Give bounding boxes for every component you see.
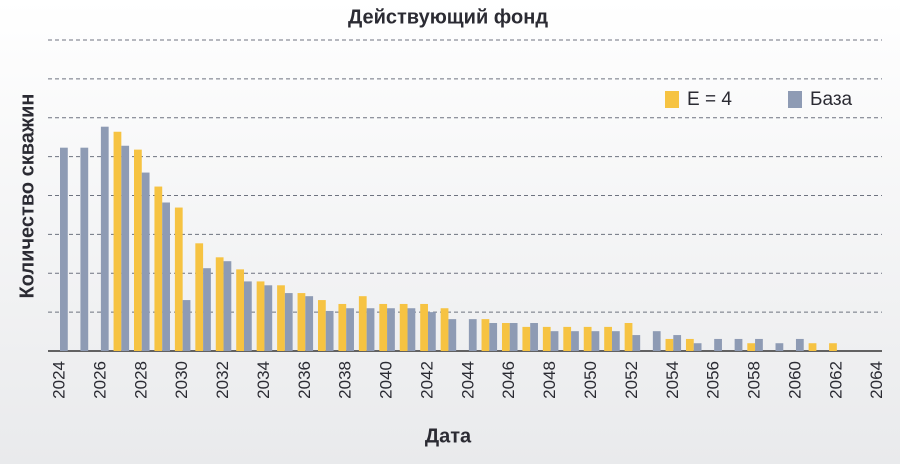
- bar: [297, 293, 306, 351]
- legend-label: E = 4: [687, 89, 732, 110]
- x-tick-label: 2034: [254, 361, 273, 399]
- x-tick-label: 2046: [499, 361, 518, 399]
- bar: [284, 293, 293, 351]
- bar: [113, 131, 122, 351]
- bar: [256, 281, 265, 351]
- x-tick-label: 2052: [622, 361, 641, 399]
- x-tick-label: 2024: [49, 361, 68, 399]
- x-tick-label: 2064: [867, 361, 886, 399]
- bar: [182, 300, 191, 351]
- x-tick-label: 2050: [581, 361, 600, 399]
- x-tick-label: 2036: [295, 361, 314, 399]
- bar: [747, 343, 756, 351]
- bar: [215, 257, 224, 351]
- bar: [141, 172, 150, 351]
- x-tick-label: 2062: [826, 361, 845, 399]
- bar: [665, 338, 674, 351]
- bar: [734, 338, 743, 351]
- bar: [264, 285, 273, 351]
- bar: [223, 261, 232, 351]
- bar: [693, 343, 702, 351]
- bar: [134, 149, 142, 351]
- bar: [509, 323, 518, 351]
- x-tick-label: 2040: [377, 361, 396, 399]
- bar: [604, 326, 612, 351]
- x-tick-label: 2056: [704, 361, 723, 399]
- bar: [195, 243, 204, 351]
- x-tick-label: 2058: [745, 361, 764, 399]
- x-tick-label: 2038: [336, 361, 355, 399]
- x-tick-label: 2044: [458, 361, 477, 399]
- bar: [829, 343, 837, 351]
- bar: [162, 202, 170, 351]
- bar: [440, 308, 449, 351]
- bar: [317, 300, 326, 351]
- bar: [714, 338, 722, 351]
- bar: [121, 145, 130, 351]
- legend-label: База: [810, 89, 853, 110]
- bar: [755, 338, 763, 351]
- bar: [563, 326, 572, 351]
- bar: [652, 331, 661, 351]
- bar: [795, 338, 804, 351]
- bar: [399, 303, 408, 351]
- bar: [481, 319, 490, 351]
- bar: [522, 326, 531, 351]
- x-tick-label: 2054: [663, 361, 682, 399]
- bar: [325, 310, 334, 351]
- bar: [346, 308, 354, 351]
- bar: [583, 326, 592, 351]
- bar: [775, 343, 784, 351]
- x-tick-label: 2060: [785, 361, 804, 399]
- bar: [154, 186, 163, 351]
- bar: [427, 312, 436, 351]
- bar: [632, 335, 641, 351]
- bar: [236, 269, 244, 351]
- bar: [387, 308, 395, 351]
- bar: [448, 319, 457, 351]
- bar: [591, 331, 600, 351]
- bar: [808, 343, 817, 351]
- bar: [468, 319, 477, 351]
- legend-swatch: [665, 91, 679, 108]
- bar: [685, 338, 694, 351]
- x-tick-label: 2028: [131, 361, 150, 399]
- bar: [611, 331, 620, 351]
- bar: [60, 147, 68, 351]
- bar: [489, 323, 498, 351]
- bar: [80, 147, 89, 351]
- x-tick-label: 2042: [417, 361, 436, 399]
- bar: [571, 331, 579, 351]
- bar: [407, 308, 416, 351]
- bar: [542, 326, 551, 351]
- x-tick-label: 2026: [90, 361, 109, 399]
- bar: [379, 303, 388, 351]
- bar: [203, 268, 211, 351]
- bar: [420, 303, 428, 351]
- bar: [501, 323, 510, 351]
- bar: [277, 285, 285, 351]
- bar: [624, 323, 633, 351]
- legend-swatch: [788, 91, 802, 108]
- bar: [673, 335, 682, 351]
- bar: [358, 296, 367, 351]
- bar: [305, 296, 314, 351]
- bar: [550, 331, 559, 351]
- bar: [243, 281, 252, 351]
- y-axis-title: Количество скважин: [16, 94, 38, 299]
- x-tick-label: 2032: [213, 361, 232, 399]
- bar: [366, 308, 375, 351]
- chart-title: Действующий фонд: [348, 6, 548, 28]
- bar: [338, 303, 347, 351]
- x-tick-label: 2048: [540, 361, 559, 399]
- bar: [100, 126, 109, 351]
- bar: [174, 207, 183, 351]
- x-tick-label: 2030: [172, 361, 191, 399]
- bar: [530, 323, 538, 351]
- x-axis-title: Дата: [425, 425, 472, 447]
